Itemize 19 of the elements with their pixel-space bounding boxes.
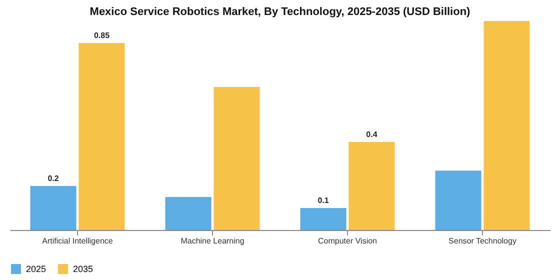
data-label: 0.4	[366, 130, 378, 139]
x-tick-label: Computer Vision	[318, 236, 377, 246]
legend-label: 2025	[26, 264, 46, 274]
bar	[435, 170, 482, 230]
x-tick-label: Sensor Technology	[448, 236, 516, 246]
data-label: 0.1	[318, 196, 330, 205]
data-label: 0.2	[48, 174, 60, 183]
x-tick-label: Artificial Intelligence	[42, 236, 114, 246]
bar	[348, 142, 395, 230]
chart-title: Mexico Service Robotics Market, By Technology, 2025-2035 (USD Billion)	[90, 6, 471, 18]
bar	[214, 87, 260, 230]
legend-label: 2035	[73, 264, 94, 274]
x-tick-label: Machine Learning	[180, 236, 244, 246]
data-label: 0.85	[94, 31, 110, 40]
bar	[300, 208, 346, 230]
bar	[165, 197, 212, 230]
bar	[484, 21, 530, 230]
bar	[30, 186, 76, 230]
bar	[78, 43, 125, 230]
